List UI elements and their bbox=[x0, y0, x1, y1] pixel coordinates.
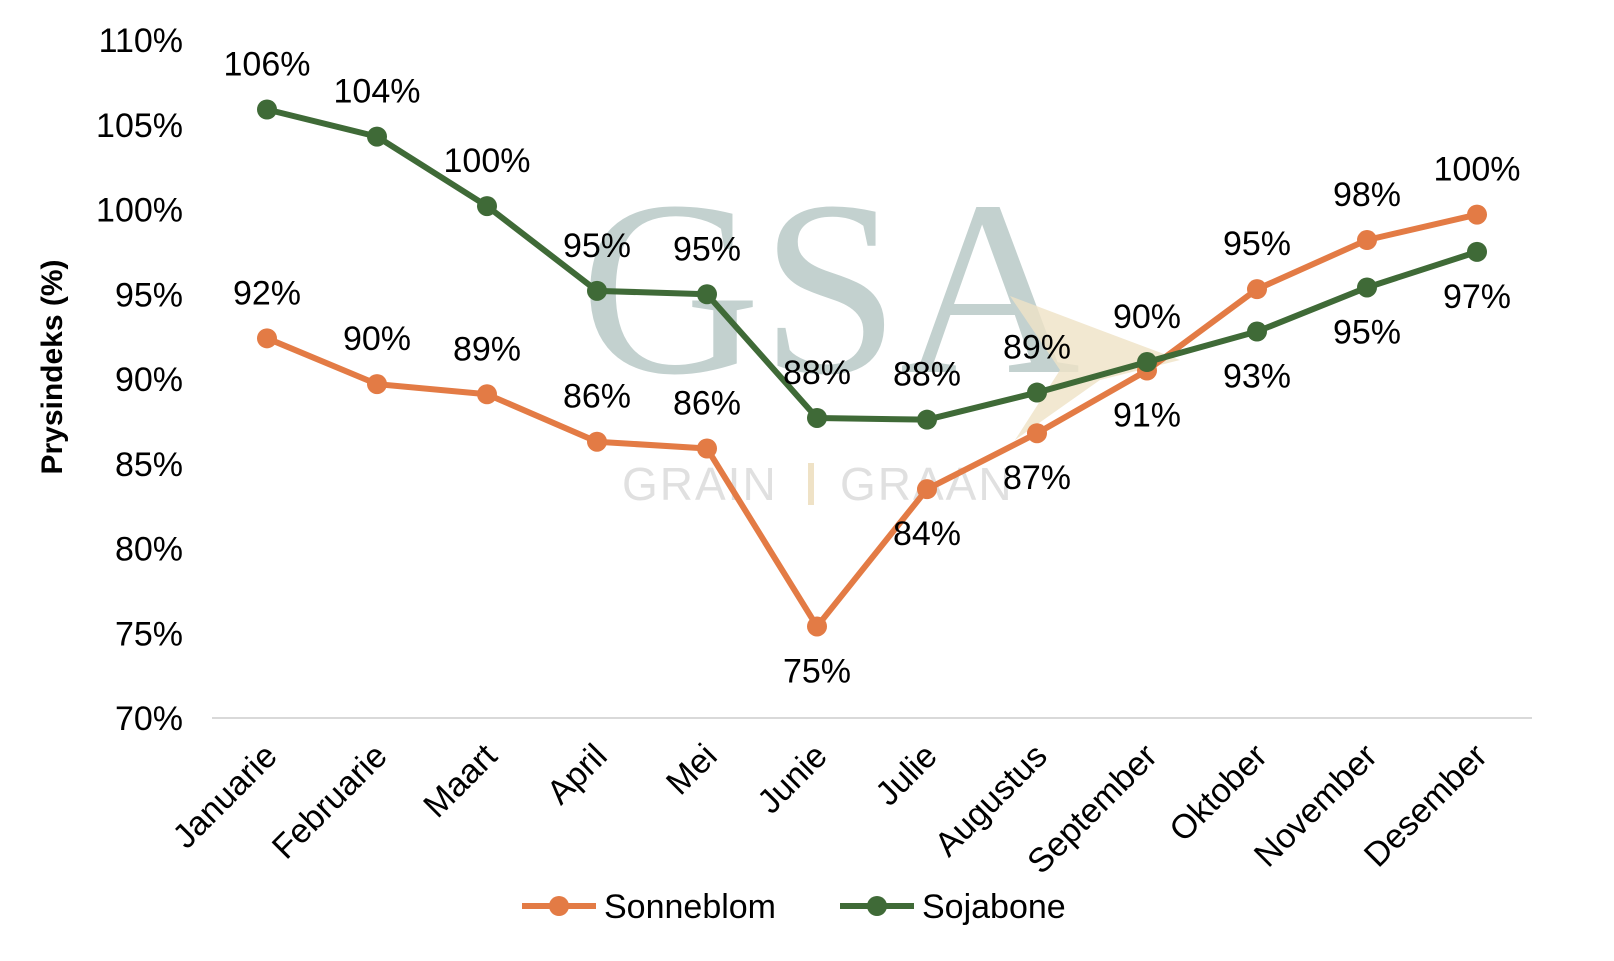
series-sojabone bbox=[257, 99, 1487, 430]
series-layer: 92%90% 89%86% 86%75%84%87%91%95%98%100%106… bbox=[224, 45, 1521, 690]
data-point bbox=[1467, 204, 1487, 225]
data-label: 98% bbox=[1333, 176, 1401, 214]
data-label: 89% bbox=[1003, 329, 1071, 367]
data-label: 86% bbox=[563, 378, 631, 416]
data-label: 75% bbox=[783, 652, 851, 690]
y-tick-label: 70% bbox=[115, 700, 183, 738]
data-label: 100% bbox=[444, 142, 531, 180]
data-label: 95% bbox=[563, 227, 631, 265]
data-label: 95% bbox=[1223, 225, 1291, 263]
data-label: 86% bbox=[673, 384, 741, 422]
y-tick-label: 80% bbox=[115, 531, 183, 569]
y-tick-label: 95% bbox=[115, 276, 183, 314]
data-label: 100% bbox=[1434, 151, 1521, 189]
x-tick-label: Maart bbox=[416, 736, 505, 825]
data-point bbox=[477, 384, 497, 405]
data-point bbox=[587, 280, 607, 301]
watermark-divider bbox=[808, 463, 814, 505]
data-label: 95% bbox=[673, 230, 741, 268]
gsa-watermark: GSA GRAIN GRAAN bbox=[580, 150, 1180, 510]
y-tick-label: 75% bbox=[115, 615, 183, 653]
series-line bbox=[266, 106, 1478, 423]
y-tick-label: 90% bbox=[115, 361, 183, 399]
legend-item-sonneblom: Sonneblom bbox=[522, 888, 776, 926]
data-labels-sonneblom: 92% 90% 89% 86% 86% 75% 84% 87% 91% 95% 98% 100% bbox=[233, 151, 1521, 691]
watermark-sub-left: GRAIN bbox=[622, 458, 778, 510]
data-point bbox=[1027, 423, 1047, 444]
data-point bbox=[1357, 230, 1377, 251]
data-point bbox=[367, 374, 387, 395]
x-tick-label: Februarie bbox=[265, 737, 395, 867]
legend-label: Sonneblom bbox=[604, 888, 776, 926]
data-point bbox=[587, 431, 607, 452]
data-point bbox=[697, 284, 717, 305]
legend-marker bbox=[549, 896, 569, 916]
data-labels-sojabone: 106% 104% 100% 95% 95% 88% 88% 89% 90% 93% 95% 97% bbox=[224, 45, 1512, 395]
data-label: 88% bbox=[783, 354, 851, 392]
data-label: 93% bbox=[1223, 358, 1291, 396]
data-label: 90% bbox=[343, 320, 411, 358]
data-point bbox=[1247, 321, 1267, 342]
data-point bbox=[1357, 277, 1377, 298]
data-label: 89% bbox=[453, 330, 521, 368]
data-point bbox=[477, 196, 497, 217]
x-tick-label: Mei bbox=[659, 737, 725, 803]
data-point bbox=[367, 126, 387, 147]
data-point bbox=[917, 479, 937, 500]
legend-label: Sojabone bbox=[922, 888, 1066, 926]
data-label: 106% bbox=[224, 45, 311, 83]
data-label: 104% bbox=[334, 73, 421, 111]
data-label: 90% bbox=[1113, 298, 1181, 336]
legend: Sonneblom Sojabone bbox=[522, 888, 1066, 926]
data-point bbox=[1027, 382, 1047, 403]
y-tick-label: 110% bbox=[99, 22, 183, 60]
watermark-logo: GSA bbox=[580, 150, 1080, 427]
legend-item-sojabone: Sojabone bbox=[840, 888, 1066, 926]
data-label: 97% bbox=[1443, 278, 1511, 316]
watermark-arrow bbox=[1010, 296, 1180, 440]
x-tick-label: Julie bbox=[868, 737, 944, 813]
data-label: 91% bbox=[1113, 397, 1181, 435]
legend-marker bbox=[867, 896, 887, 916]
data-label: 95% bbox=[1333, 313, 1401, 351]
y-axis-label: Prysindeks (%) bbox=[36, 259, 69, 474]
data-label: 84% bbox=[893, 515, 961, 553]
x-tick-label: April bbox=[540, 737, 615, 812]
data-point bbox=[257, 99, 277, 120]
data-label: 88% bbox=[893, 356, 961, 394]
data-point bbox=[807, 616, 827, 637]
x-tick-label: Oktober bbox=[1162, 737, 1274, 849]
x-tick-label: Junie bbox=[750, 737, 834, 821]
data-point bbox=[1467, 241, 1487, 262]
data-label: 87% bbox=[1003, 459, 1071, 497]
series-line bbox=[265, 211, 1478, 630]
y-tick-label: 105% bbox=[96, 107, 183, 145]
data-point bbox=[917, 409, 937, 430]
data-point bbox=[807, 407, 827, 428]
data-point bbox=[1247, 279, 1267, 300]
y-tick-label: 85% bbox=[115, 446, 183, 484]
data-label: 92% bbox=[233, 274, 301, 312]
y-tick-label: 100% bbox=[96, 192, 183, 230]
data-point bbox=[257, 328, 277, 349]
y-axis-ticks: 70% 75% 80% 85% 90% 95% 100% 105% 110% bbox=[96, 22, 183, 738]
data-point bbox=[1137, 352, 1157, 373]
data-point bbox=[697, 438, 717, 459]
